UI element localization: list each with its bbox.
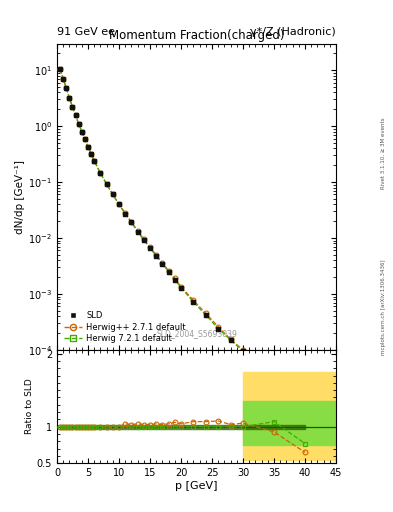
Text: γ*/Z (Hadronic): γ*/Z (Hadronic) [250,27,336,37]
Text: SLD_2004_S5693039: SLD_2004_S5693039 [156,329,237,337]
Y-axis label: Ratio to SLD: Ratio to SLD [25,379,34,435]
Text: mcplots.cern.ch [arXiv:1306.3436]: mcplots.cern.ch [arXiv:1306.3436] [381,260,386,355]
Y-axis label: dN/dp [GeV⁻¹]: dN/dp [GeV⁻¹] [15,160,25,233]
X-axis label: p [GeV]: p [GeV] [175,481,218,491]
Text: 91 GeV ee: 91 GeV ee [57,27,115,37]
Legend: SLD, Herwig++ 2.7.1 default, Herwig 7.2.1 default: SLD, Herwig++ 2.7.1 default, Herwig 7.2.… [61,309,188,346]
Title: Momentum Fraction(charged): Momentum Fraction(charged) [109,29,284,42]
Text: Rivet 3.1.10, ≥ 3M events: Rivet 3.1.10, ≥ 3M events [381,118,386,189]
